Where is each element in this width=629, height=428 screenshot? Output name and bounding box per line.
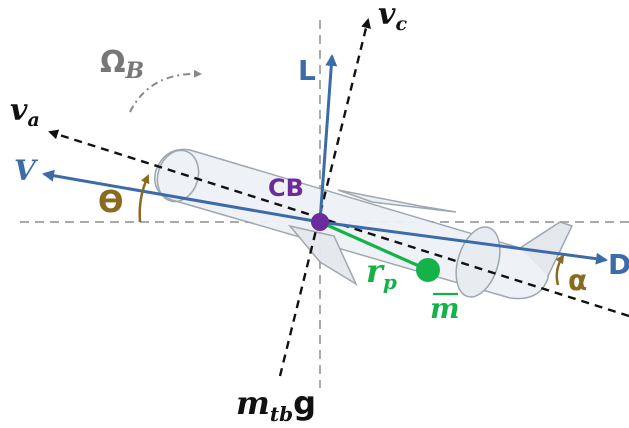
v-c-label: vc xyxy=(378,0,407,35)
cb-label: CB xyxy=(268,174,304,202)
glider-nose-ring xyxy=(156,149,200,203)
drag-label: D xyxy=(608,248,629,281)
v-c-axis xyxy=(278,18,371,377)
alpha-label: α xyxy=(568,264,587,297)
point-mass-dot xyxy=(416,258,440,282)
rp-label: rp xyxy=(366,252,397,294)
buoyancy-center-dot xyxy=(311,213,329,231)
v-a-axis xyxy=(48,129,629,318)
theta-arc xyxy=(138,174,150,223)
glider-tail-fin xyxy=(519,221,574,277)
glider-sketch xyxy=(154,148,574,300)
weight-label: mtbg xyxy=(236,384,316,426)
alpha-arc xyxy=(555,254,565,286)
velocity-label: V xyxy=(14,154,39,187)
rp-vector xyxy=(319,220,429,272)
lift-label: L xyxy=(298,54,316,87)
omega-b-label: ΩB xyxy=(100,45,144,84)
theta-label: ϴ xyxy=(98,185,124,220)
drag-vector xyxy=(319,220,608,265)
mass-label: m xyxy=(430,292,460,325)
lift-vector xyxy=(318,54,338,223)
omega-rotation-arc xyxy=(129,69,202,113)
v-a-label: va xyxy=(10,93,40,131)
velocity-vector xyxy=(42,169,321,224)
glider-upper-wing xyxy=(337,189,457,213)
